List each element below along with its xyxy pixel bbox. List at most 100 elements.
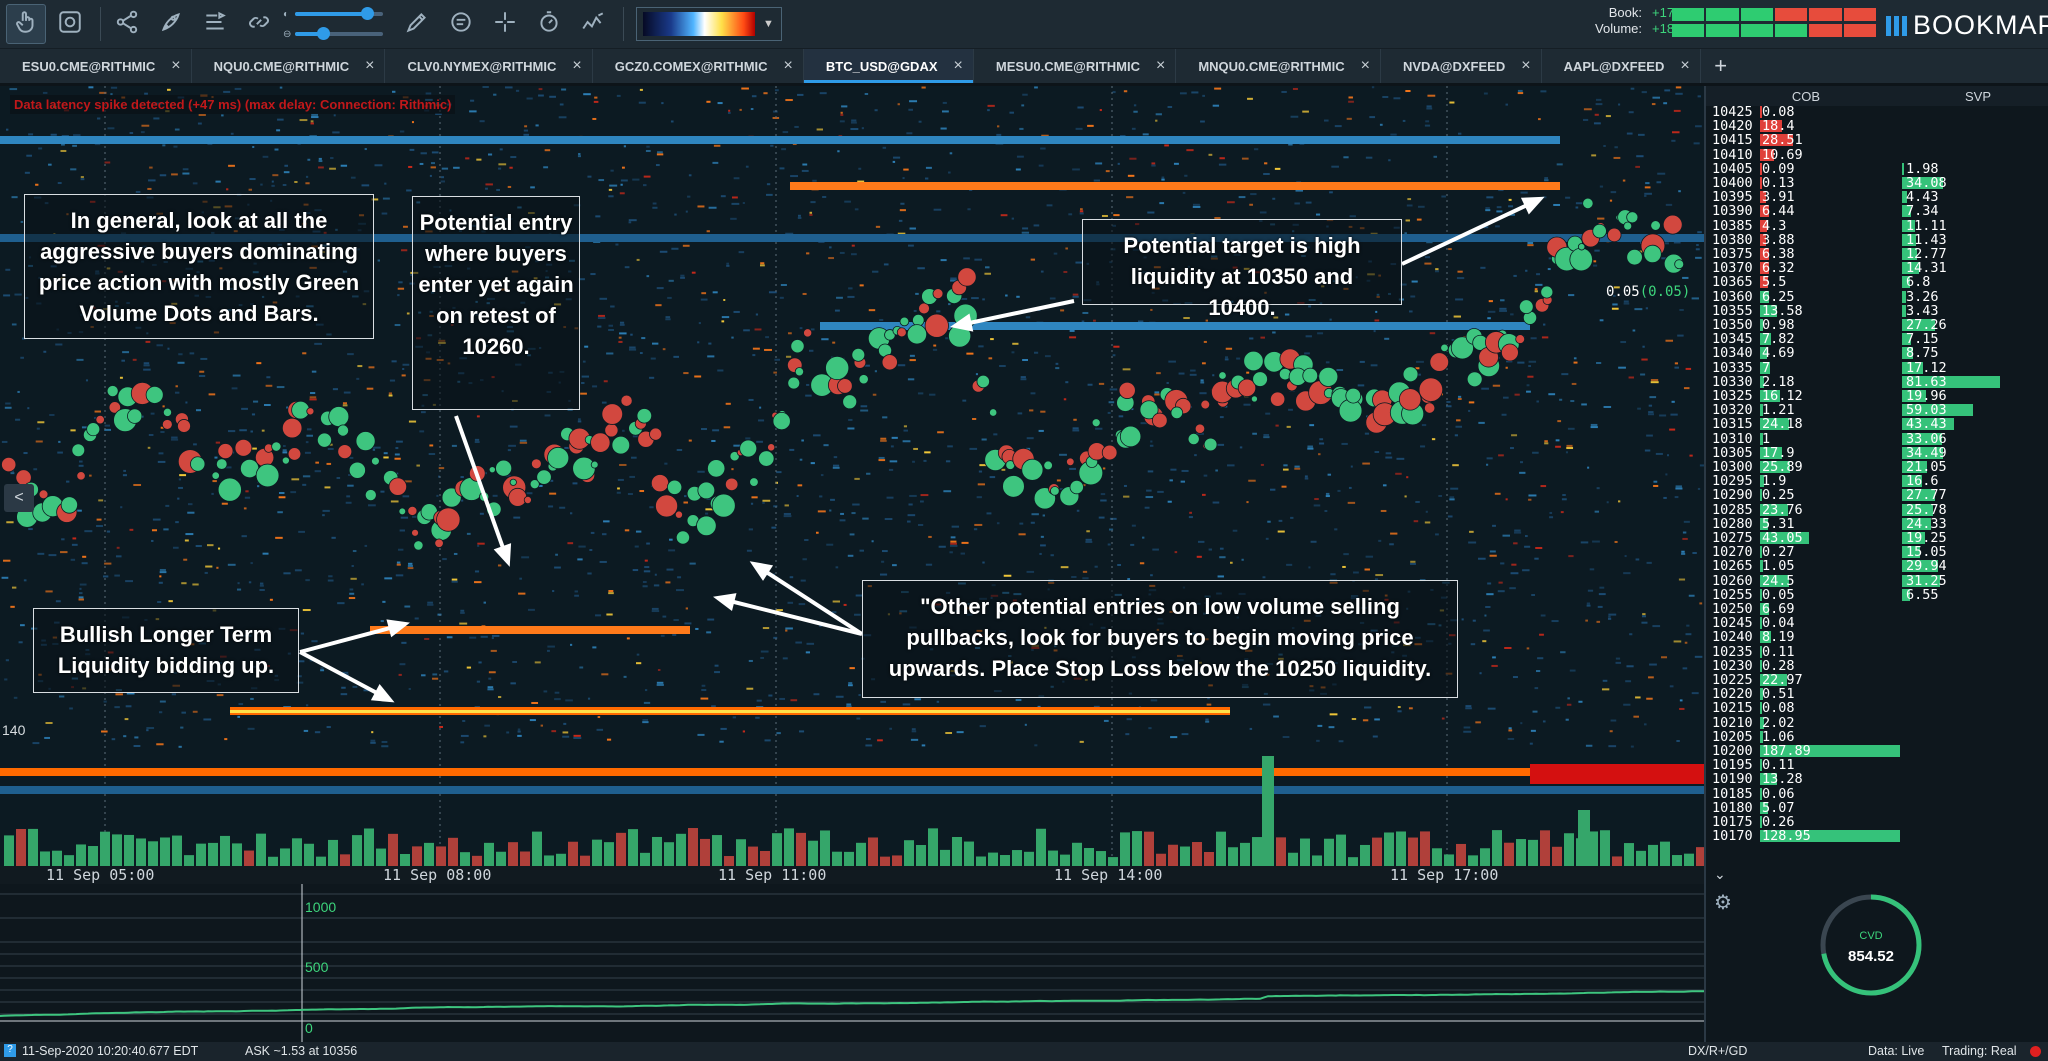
- ladder-row[interactable]: 10390 6.44 7.34: [1706, 205, 2048, 219]
- ladder-row[interactable]: 10255 0.05 6.55: [1706, 588, 2048, 602]
- ladder-row[interactable]: 10215 0.08: [1706, 702, 2048, 716]
- heatmap-cell: [1239, 446, 1243, 449]
- ladder-row[interactable]: 10380 3.88 11.43: [1706, 233, 2048, 247]
- ladder-row[interactable]: 10305 17.9 34.49: [1706, 446, 2048, 460]
- heatmap-gradient-dropdown[interactable]: ▼: [636, 7, 782, 41]
- close-icon[interactable]: ×: [1680, 57, 1690, 74]
- svp-header[interactable]: SVP: [1964, 88, 1991, 104]
- close-icon[interactable]: ×: [1360, 57, 1370, 74]
- ladder-row[interactable]: 10240 8.19: [1706, 631, 2048, 645]
- chat-button[interactable]: [441, 4, 481, 44]
- ladder-row[interactable]: 10190 13.28: [1706, 773, 2048, 787]
- ladder-row[interactable]: 10200 187.89: [1706, 744, 2048, 758]
- ladder-row[interactable]: 10175 0.26: [1706, 815, 2048, 829]
- heatmap-cell: [635, 662, 642, 665]
- gear-icon[interactable]: ⚙: [1714, 892, 1732, 914]
- ladder-row[interactable]: 10420 18.4: [1706, 119, 2048, 133]
- ladder-row[interactable]: 10320 1.21 59.03: [1706, 403, 2048, 417]
- ladder-row[interactable]: 10260 24.5 31.25: [1706, 574, 2048, 588]
- heatmap-chart[interactable]: Data latency spike detected (+47 ms) (ma…: [0, 86, 1704, 866]
- ladder-row[interactable]: 10335 7 17.12: [1706, 361, 2048, 375]
- ladder-row[interactable]: 10370 6.32 14.31: [1706, 261, 2048, 275]
- share-button[interactable]: [107, 4, 147, 44]
- crosshair-button[interactable]: [485, 4, 525, 44]
- indicator-button[interactable]: [573, 4, 613, 44]
- ladder-row[interactable]: 10300 25.89 21.05: [1706, 460, 2048, 474]
- ladder-row[interactable]: 10245 0.04: [1706, 616, 2048, 630]
- ladder-row[interactable]: 10275 43.05 19.25: [1706, 531, 2048, 545]
- ladder-row[interactable]: 10360 6.25 3.26: [1706, 290, 2048, 304]
- screenshot-button[interactable]: [50, 4, 90, 44]
- ladder-row[interactable]: 10285 23.76 25.78: [1706, 503, 2048, 517]
- heatmap-cell: [1139, 562, 1145, 565]
- tab-aapl-dxfeed[interactable]: AAPL@DXFEED ×: [1542, 49, 1701, 83]
- ladder-row[interactable]: 10385 4.3 11.11: [1706, 219, 2048, 233]
- heatmap-cell: [171, 436, 178, 439]
- ladder-row[interactable]: 10270 0.27 15.05: [1706, 545, 2048, 559]
- launch-button[interactable]: [151, 4, 191, 44]
- close-icon[interactable]: ×: [572, 57, 582, 74]
- ladder-row[interactable]: 10210 2.02: [1706, 716, 2048, 730]
- ladder-row[interactable]: 10225 22.97: [1706, 673, 2048, 687]
- ladder-row[interactable]: 10180 5.07: [1706, 801, 2048, 815]
- ladder-row[interactable]: 10345 7.82 7.15: [1706, 332, 2048, 346]
- pointer-tool-button[interactable]: [6, 4, 46, 44]
- ladder-row[interactable]: 10185 0.06: [1706, 787, 2048, 801]
- close-icon[interactable]: ×: [365, 57, 375, 74]
- ladder-row[interactable]: 10295 1.9 16.6: [1706, 474, 2048, 488]
- ladder-row[interactable]: 10425 0.08: [1706, 106, 2048, 119]
- cob-header[interactable]: COB: [1791, 88, 1821, 104]
- info-icon[interactable]: ?: [4, 1044, 16, 1057]
- tab-mesu0-cme-rithmic[interactable]: MESU0.CME@RITHMIC ×: [974, 49, 1177, 83]
- timer-button[interactable]: [529, 4, 569, 44]
- collapse-panel-button[interactable]: <: [4, 484, 34, 512]
- tab-gcz0-comex-rithmic[interactable]: GCZ0.COMEX@RITHMIC ×: [593, 49, 804, 83]
- ladder-row[interactable]: 10400 0.13 34.08: [1706, 176, 2048, 190]
- close-icon[interactable]: ×: [171, 57, 181, 74]
- close-icon[interactable]: ×: [1521, 57, 1531, 74]
- ladder-row[interactable]: 10395 3.91 4.43: [1706, 190, 2048, 204]
- ladder-row[interactable]: 10415 28.51: [1706, 134, 2048, 148]
- ladder-row[interactable]: 10315 24.18 43.43: [1706, 418, 2048, 431]
- ladder-row[interactable]: 10365 5.5 6.8: [1706, 276, 2048, 290]
- tab-nvda-dxfeed[interactable]: NVDA@DXFEED ×: [1381, 49, 1542, 83]
- ladder-row[interactable]: 10250 6.69: [1706, 602, 2048, 616]
- ladder-row[interactable]: 10350 0.98 27.26: [1706, 318, 2048, 332]
- ladder-row[interactable]: 10310 1 33.06: [1706, 432, 2048, 446]
- tab-btc-usd-gdax[interactable]: BTC_USD@GDAX ×: [803, 49, 974, 83]
- add-tab-button[interactable]: +: [1714, 53, 1728, 78]
- ladder-row[interactable]: 10340 4.69 8.75: [1706, 347, 2048, 361]
- ladder-row[interactable]: 10410 10.69: [1706, 148, 2048, 162]
- draw-button[interactable]: [397, 4, 437, 44]
- heatmap-cell: [975, 373, 978, 376]
- heatmap-cell: [797, 484, 803, 487]
- brightness-slider[interactable]: ⊖: [283, 27, 383, 40]
- ladder-row[interactable]: 10355 13.58 3.43: [1706, 304, 2048, 318]
- link-button[interactable]: [239, 4, 279, 44]
- ladder-row[interactable]: 10290 0.25 27.77: [1706, 489, 2048, 503]
- ladder-row[interactable]: 10235 0.11: [1706, 645, 2048, 659]
- tab-esu0-cme-rithmic[interactable]: ESU0.CME@RITHMIC ×: [0, 49, 192, 83]
- ladder-row[interactable]: 10405 0.09 1.98: [1706, 162, 2048, 176]
- ladder-row[interactable]: 10220 0.51: [1706, 687, 2048, 701]
- price-ladder[interactable]: 10425 0.08 10420 18.4 10415 28.51 10410 10.69 10…: [1706, 106, 2048, 862]
- cvd-indicator-panel[interactable]: 1000 500 0: [0, 884, 1704, 1042]
- ladder-row[interactable]: 10375 6.38 12.77: [1706, 247, 2048, 261]
- ladder-row[interactable]: 10195 0.11: [1706, 758, 2048, 772]
- tab-nqu0-cme-rithmic[interactable]: NQU0.CME@RITHMIC ×: [192, 49, 386, 83]
- chevron-down-icon[interactable]: ⌄: [1714, 866, 1726, 882]
- contrast-slider[interactable]: ◐: [283, 7, 383, 20]
- ladder-row[interactable]: 10265 1.05 29.94: [1706, 560, 2048, 574]
- ladder-row[interactable]: 10280 5.31 24.33: [1706, 517, 2048, 531]
- ladder-row[interactable]: 10325 16.12 19.96: [1706, 389, 2048, 403]
- ladder-row[interactable]: 10205 1.06: [1706, 730, 2048, 744]
- ladder-row[interactable]: 10230 0.28: [1706, 659, 2048, 673]
- close-icon[interactable]: ×: [783, 57, 793, 74]
- close-icon[interactable]: ×: [953, 57, 963, 74]
- tab-clv0-nymex-rithmic[interactable]: CLV0.NYMEX@RITHMIC ×: [385, 49, 593, 83]
- layers-button[interactable]: [195, 4, 235, 44]
- ladder-row[interactable]: 10170 128.95: [1706, 829, 2048, 843]
- tab-mnqu0-cme-rithmic[interactable]: MNQU0.CME@RITHMIC ×: [1176, 49, 1381, 83]
- close-icon[interactable]: ×: [1155, 57, 1166, 74]
- ladder-row[interactable]: 10330 2.18 81.63: [1706, 375, 2048, 389]
